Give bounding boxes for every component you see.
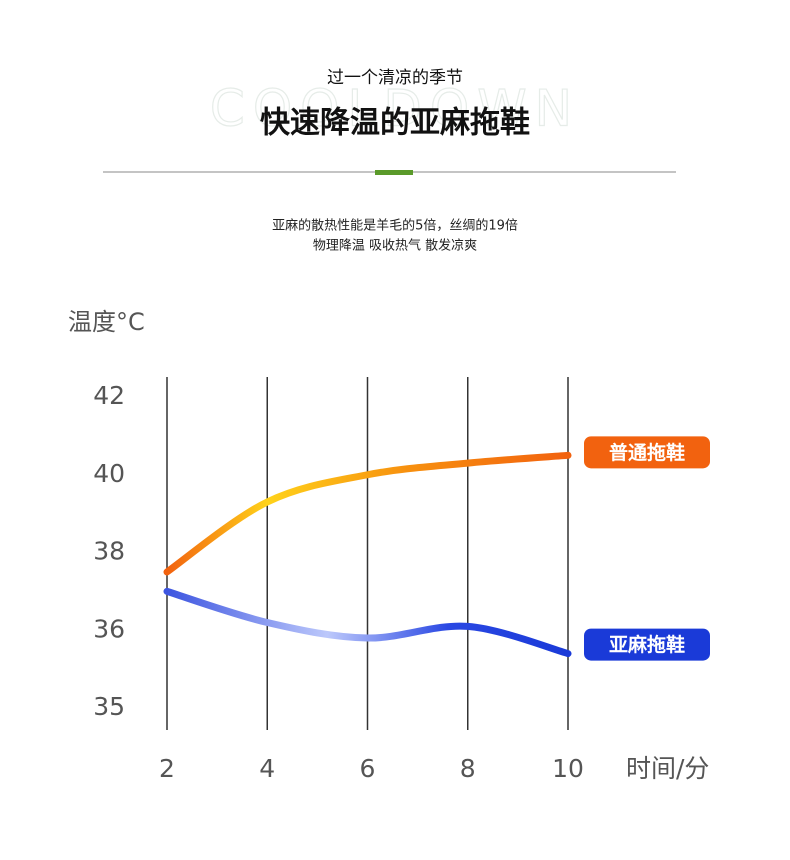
y-tick-label: 38 [93, 537, 125, 566]
x-tick-label: 8 [460, 754, 476, 783]
legend-box [584, 628, 710, 661]
x-tick-label: 4 [259, 754, 275, 783]
description: 亚麻的散热性能是羊毛的5倍，丝绸的19倍 [272, 218, 518, 234]
watermark: COOLDOWN [210, 80, 580, 138]
y-tick-label: 40 [93, 459, 125, 488]
subtitle: 过一个清凉的季节 [327, 68, 463, 88]
legend-box [584, 436, 710, 469]
x-tick-label: 6 [360, 754, 376, 783]
y-tick-label: 42 [93, 381, 125, 410]
x-tick-label: 2 [159, 754, 175, 783]
y-tick-label: 35 [93, 692, 125, 721]
description: 物理降温 吸收热气 散发凉爽 [313, 238, 477, 254]
title: 快速降温的亚麻拖鞋 [260, 106, 530, 141]
x-tick-label: 10 [552, 754, 584, 783]
series-line [163, 451, 572, 576]
series-line [163, 587, 572, 658]
x-axis-label: 时间/分 [626, 754, 709, 783]
divider-accent [375, 170, 413, 175]
y-tick-label: 36 [93, 614, 125, 643]
legend-label: 亚麻拖鞋 [609, 633, 685, 656]
y-axis-label: 温度°C [68, 308, 145, 336]
legend-label: 普通拖鞋 [609, 441, 685, 464]
